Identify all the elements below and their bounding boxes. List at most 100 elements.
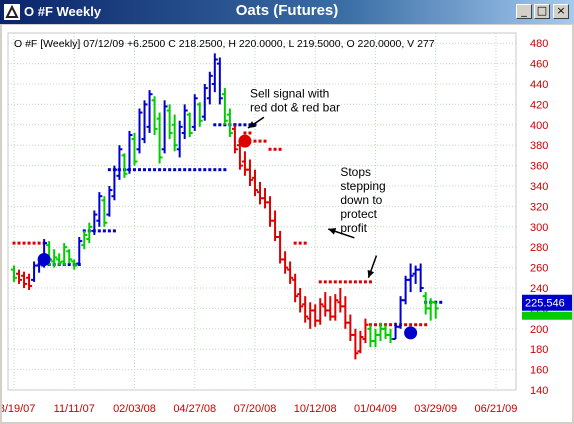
close-button[interactable]: × xyxy=(553,4,569,19)
minimize-button[interactable]: _ xyxy=(516,4,532,19)
stop-dot xyxy=(107,229,111,233)
stop-dot xyxy=(218,168,222,172)
stop-dot xyxy=(102,229,106,233)
stop-dot xyxy=(213,168,217,172)
stop-dot xyxy=(328,280,332,284)
annotation-text: Sell signal with xyxy=(250,86,329,100)
stop-dot xyxy=(208,168,212,172)
stop-dot xyxy=(107,168,111,172)
stop-dot xyxy=(12,241,16,245)
stop-dot xyxy=(32,241,36,245)
x-tick-label: 04/27/08 xyxy=(173,403,216,415)
stop-dot xyxy=(148,168,152,172)
annotation-text: profit xyxy=(340,221,367,235)
x-tick-label: 03/29/09 xyxy=(414,403,457,415)
stop-dot xyxy=(22,241,26,245)
last-price-box xyxy=(522,294,572,311)
annotation-arrowhead xyxy=(367,269,375,278)
stop-dot xyxy=(343,280,347,284)
stop-dot xyxy=(238,123,242,127)
stop-dot xyxy=(373,323,377,327)
stop-dot xyxy=(389,323,393,327)
stop-dot xyxy=(158,168,162,172)
stop-dot xyxy=(213,123,217,127)
stop-dot xyxy=(268,147,272,151)
stop-dot xyxy=(67,263,71,267)
stop-dot xyxy=(168,168,172,172)
stop-dot xyxy=(253,123,257,127)
signal-dot xyxy=(404,326,418,340)
y-tick-label: 180 xyxy=(530,344,548,356)
stop-dot xyxy=(188,168,192,172)
stop-dot xyxy=(333,280,337,284)
y-tick-label: 140 xyxy=(530,385,548,397)
annotation-text: protect xyxy=(340,207,377,221)
stop-dot xyxy=(143,168,147,172)
stop-dot xyxy=(153,168,157,172)
stop-dot xyxy=(193,168,197,172)
stop-dot xyxy=(278,147,282,151)
stop-dot xyxy=(253,139,257,143)
y-tick-label: 280 xyxy=(530,242,548,254)
chart-area: 1401601802002202402602803003203403603804… xyxy=(2,25,572,422)
annotation-arrowhead xyxy=(328,228,337,235)
stop-dot xyxy=(338,280,342,284)
title-bar[interactable]: O #F Weekly Oats (Futures) _ □ × xyxy=(0,0,574,24)
stop-dot xyxy=(198,168,202,172)
x-tick-label: 01/04/09 xyxy=(354,403,397,415)
app-icon xyxy=(4,4,20,20)
stop-dot xyxy=(353,280,357,284)
stop-dot xyxy=(363,280,367,284)
signal-dot xyxy=(37,252,51,266)
annotation-text: Stops xyxy=(340,165,371,179)
stop-dot xyxy=(173,168,177,172)
stop-dot xyxy=(163,168,167,172)
stop-dot xyxy=(293,241,297,245)
stop-dot xyxy=(178,168,182,172)
annotation-text: stepping xyxy=(340,179,385,193)
stop-dot xyxy=(348,280,352,284)
x-tick-label: 02/03/08 xyxy=(113,403,156,415)
y-tick-label: 380 xyxy=(530,140,548,152)
stop-dot xyxy=(243,123,247,127)
y-tick-label: 240 xyxy=(530,283,548,295)
y-tick-label: 320 xyxy=(530,201,548,213)
x-tick-label: 06/21/09 xyxy=(475,403,518,415)
stop-dot xyxy=(414,323,418,327)
stop-dot xyxy=(112,229,116,233)
annotation-text: red dot & red bar xyxy=(250,100,340,114)
stop-dot xyxy=(27,241,31,245)
stop-dot xyxy=(298,241,302,245)
y-tick-label: 480 xyxy=(530,38,548,50)
y-tick-label: 420 xyxy=(530,99,548,111)
stop-dot xyxy=(223,168,227,172)
signal-dot xyxy=(238,134,252,148)
window-title: O #F Weekly xyxy=(24,4,102,19)
y-tick-label: 340 xyxy=(530,181,548,193)
stop-dot xyxy=(273,147,277,151)
y-tick-label: 200 xyxy=(530,324,548,336)
last-price-green-bar xyxy=(522,311,572,320)
stop-dot xyxy=(439,300,443,304)
stop-dot xyxy=(183,168,187,172)
price-chart: 1401601802002202402602803003203403603804… xyxy=(2,32,572,415)
x-tick-label: 07/20/08 xyxy=(234,403,277,415)
y-tick-label: 440 xyxy=(530,79,548,91)
stop-dot xyxy=(358,280,362,284)
chart-title: Oats (Futures) xyxy=(235,2,339,19)
info-line: O #F [Weekly] 07/12/09 +6.2500 C 218.250… xyxy=(14,38,435,50)
stop-dot xyxy=(248,131,252,135)
y-tick-label: 260 xyxy=(530,263,548,275)
maximize-button[interactable]: □ xyxy=(534,4,550,19)
x-tick-label: 10/12/08 xyxy=(294,403,337,415)
stop-dot xyxy=(17,241,21,245)
last-price-label: 225.546 xyxy=(525,298,565,310)
stop-dot xyxy=(243,131,247,135)
stop-dot xyxy=(419,323,423,327)
stop-dot xyxy=(368,280,372,284)
y-tick-label: 400 xyxy=(530,120,548,132)
stop-dot xyxy=(424,323,428,327)
stop-dot xyxy=(404,323,408,327)
plot-frame xyxy=(7,32,517,391)
